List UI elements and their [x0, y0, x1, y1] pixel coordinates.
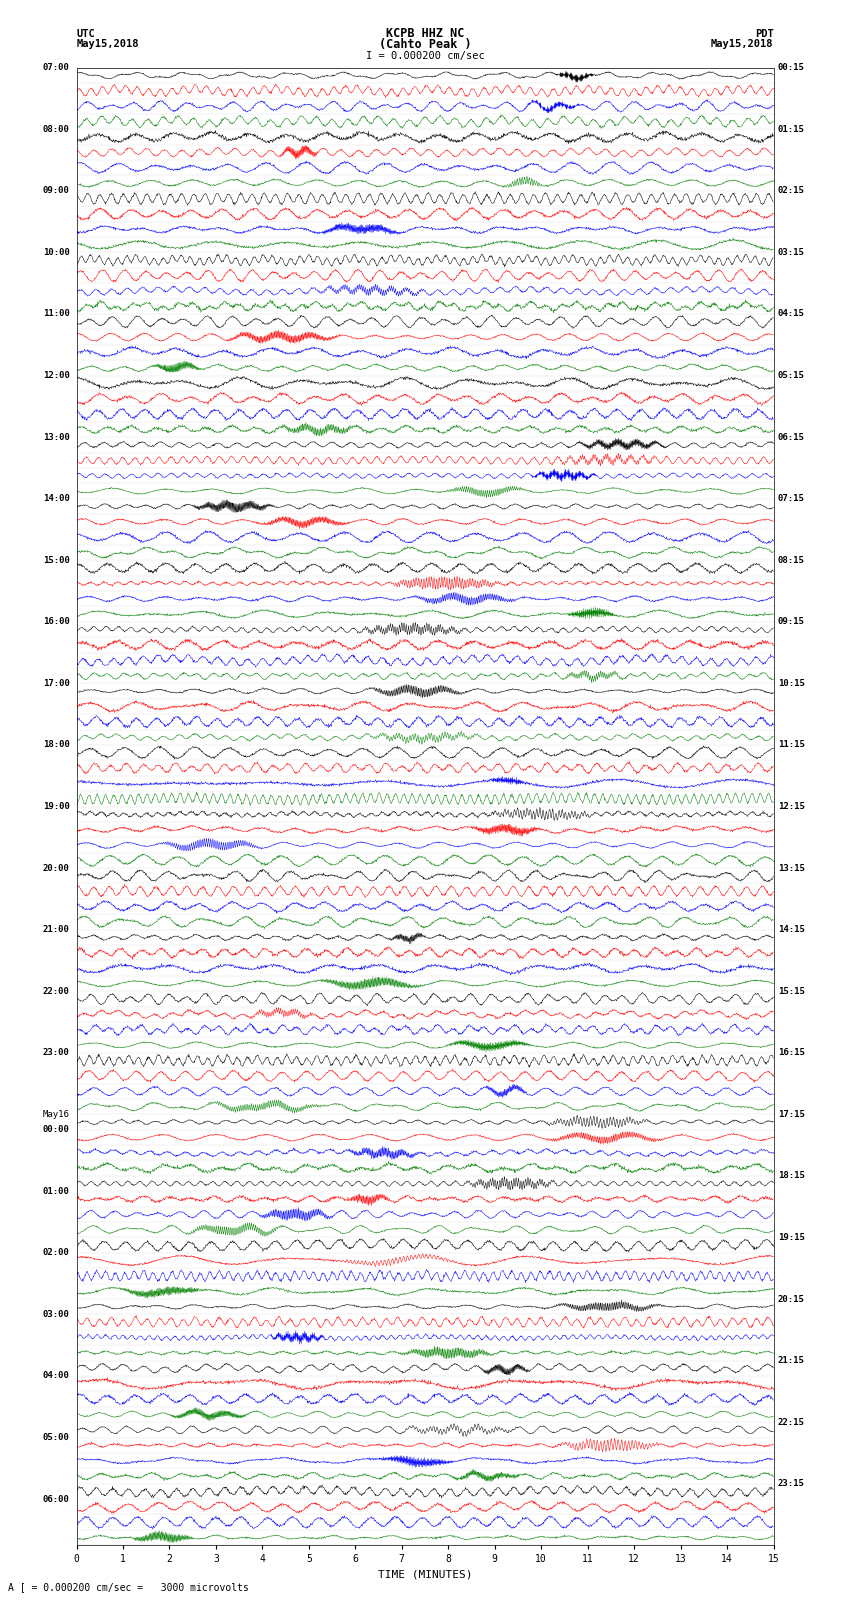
- Text: 02:15: 02:15: [778, 187, 805, 195]
- Text: 16:15: 16:15: [778, 1048, 805, 1057]
- Text: 09:15: 09:15: [778, 618, 805, 626]
- Text: 08:00: 08:00: [42, 124, 70, 134]
- Text: 00:00: 00:00: [42, 1126, 70, 1134]
- Text: 07:15: 07:15: [778, 494, 805, 503]
- Text: 20:15: 20:15: [778, 1295, 805, 1303]
- Text: 04:00: 04:00: [42, 1371, 70, 1381]
- Text: 00:15: 00:15: [778, 63, 805, 73]
- Text: UTC: UTC: [76, 29, 95, 39]
- Text: 14:00: 14:00: [42, 494, 70, 503]
- Text: 12:15: 12:15: [778, 802, 805, 811]
- Text: 06:00: 06:00: [42, 1495, 70, 1503]
- Text: May15,2018: May15,2018: [76, 39, 139, 50]
- Text: 04:15: 04:15: [778, 310, 805, 318]
- Text: 03:15: 03:15: [778, 248, 805, 256]
- Text: PDT: PDT: [755, 29, 774, 39]
- Text: 21:15: 21:15: [778, 1357, 805, 1365]
- Text: 02:00: 02:00: [42, 1248, 70, 1257]
- Text: A [ = 0.000200 cm/sec =   3000 microvolts: A [ = 0.000200 cm/sec = 3000 microvolts: [8, 1582, 249, 1592]
- Text: May15,2018: May15,2018: [711, 39, 774, 50]
- Text: 23:00: 23:00: [42, 1048, 70, 1057]
- Text: (Cahto Peak ): (Cahto Peak ): [379, 37, 471, 52]
- Text: 11:15: 11:15: [778, 740, 805, 750]
- Text: 13:00: 13:00: [42, 432, 70, 442]
- Text: 09:00: 09:00: [42, 187, 70, 195]
- Text: 22:15: 22:15: [778, 1418, 805, 1426]
- Text: 10:00: 10:00: [42, 248, 70, 256]
- Text: 22:00: 22:00: [42, 987, 70, 995]
- Text: 17:00: 17:00: [42, 679, 70, 687]
- Text: 19:15: 19:15: [778, 1232, 805, 1242]
- Text: 12:00: 12:00: [42, 371, 70, 381]
- Text: 15:15: 15:15: [778, 987, 805, 995]
- Text: 17:15: 17:15: [778, 1110, 805, 1119]
- Text: 10:15: 10:15: [778, 679, 805, 687]
- Text: 07:00: 07:00: [42, 63, 70, 73]
- Text: 16:00: 16:00: [42, 618, 70, 626]
- Text: 03:00: 03:00: [42, 1310, 70, 1319]
- Text: KCPB HHZ NC: KCPB HHZ NC: [386, 26, 464, 40]
- Text: 21:00: 21:00: [42, 926, 70, 934]
- Text: 05:00: 05:00: [42, 1432, 70, 1442]
- Text: 06:15: 06:15: [778, 432, 805, 442]
- Text: 11:00: 11:00: [42, 310, 70, 318]
- Text: 13:15: 13:15: [778, 863, 805, 873]
- Text: 01:00: 01:00: [42, 1187, 70, 1195]
- Text: I = 0.000200 cm/sec: I = 0.000200 cm/sec: [366, 50, 484, 61]
- Text: May16: May16: [42, 1110, 70, 1119]
- Text: 23:15: 23:15: [778, 1479, 805, 1489]
- Text: 08:15: 08:15: [778, 556, 805, 565]
- Text: 20:00: 20:00: [42, 863, 70, 873]
- X-axis label: TIME (MINUTES): TIME (MINUTES): [377, 1569, 473, 1579]
- Text: 18:15: 18:15: [778, 1171, 805, 1181]
- Text: 19:00: 19:00: [42, 802, 70, 811]
- Text: 18:00: 18:00: [42, 740, 70, 750]
- Text: 15:00: 15:00: [42, 556, 70, 565]
- Text: 14:15: 14:15: [778, 926, 805, 934]
- Text: 05:15: 05:15: [778, 371, 805, 381]
- Text: 01:15: 01:15: [778, 124, 805, 134]
